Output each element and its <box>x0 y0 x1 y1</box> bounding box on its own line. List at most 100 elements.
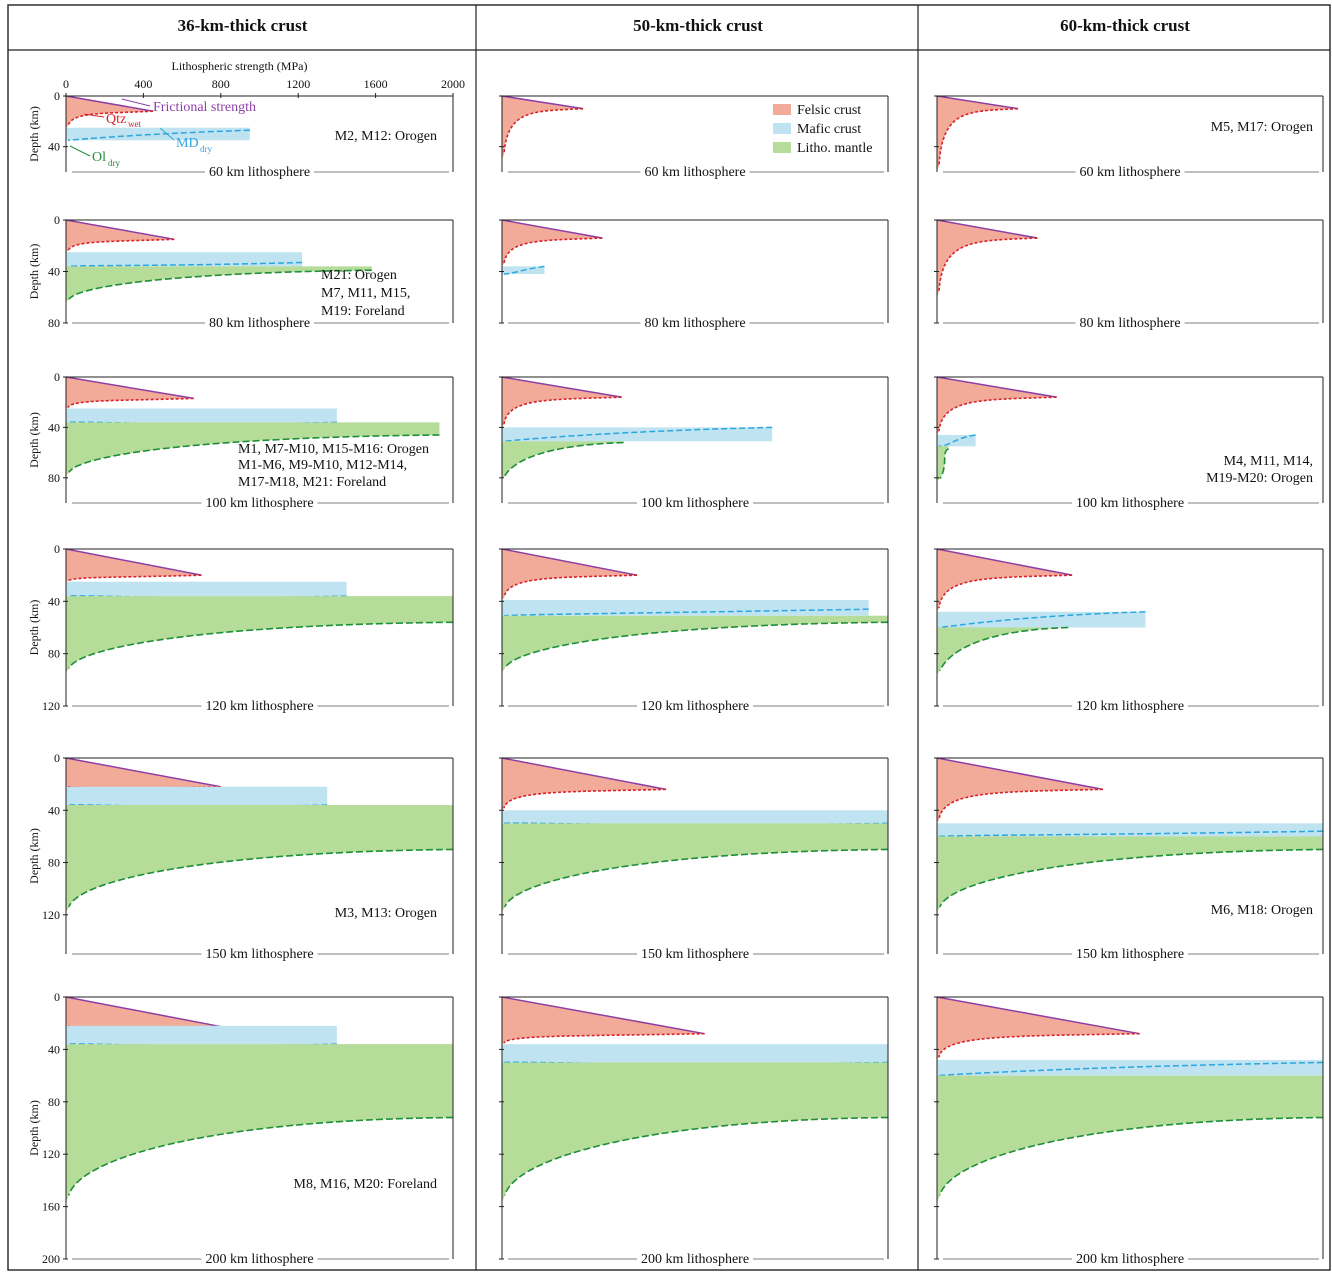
panel-36km-row1: 0 40 Depth (km) 60 km lithosphere M2, M12: O… <box>27 89 454 180</box>
frictional-strength-line <box>65 219 175 241</box>
y-axis-title: Depth (km) <box>27 412 41 468</box>
panel-36km-row4: 0 40 80 120 Depth (km) 120 km lithosphere <box>27 542 454 714</box>
panel-50km-row3: 100 km lithosphere <box>499 376 889 511</box>
md-pointer <box>159 127 175 141</box>
label-bg <box>1071 1252 1189 1267</box>
md-dry-curve <box>503 608 869 617</box>
md-dry-curve <box>938 611 1146 629</box>
lithosphere-label: 120 km lithosphere <box>641 699 749 714</box>
lithospheric-mantle-area <box>502 441 624 479</box>
column-header-60km: 60-km-thick crust <box>1060 16 1190 35</box>
felsic-crust-area <box>66 377 194 409</box>
label-bg <box>640 316 750 331</box>
model-note: M2, M12: Orogen <box>335 129 437 144</box>
md-dry-curve <box>67 129 250 142</box>
md-dry-curve <box>938 830 1324 838</box>
model-note: M6, M18: Orogen <box>1211 903 1313 918</box>
lithosphere-label: 100 km lithosphere <box>1076 496 1184 511</box>
model-note: M19: Foreland <box>321 304 405 319</box>
panel-60km-row2: 80 km lithosphere <box>934 219 1324 331</box>
y-tick-label: 0 <box>54 990 60 1004</box>
panel-36km-row2: 0 40 80 Depth (km) 80 km lithosphere M21: Oro… <box>27 213 454 331</box>
felsic-crust-area <box>502 96 584 160</box>
lithosphere-label: 200 km lithosphere <box>641 1252 749 1267</box>
mafic-crust-area <box>502 427 773 442</box>
y-tick-label: 40 <box>48 140 60 154</box>
label-bg <box>1075 316 1185 331</box>
lithosphere-label: 200 km lithosphere <box>1076 1252 1184 1267</box>
x-tick-label: 0 <box>63 77 69 91</box>
frictional-strength-line <box>65 548 202 576</box>
panel-50km-row4: 120 km lithosphere <box>499 548 889 714</box>
y-axis-title: Depth (km) <box>27 1100 41 1156</box>
lithosphere-label: 80 km lithosphere <box>1079 316 1180 331</box>
label-bg <box>1071 947 1189 962</box>
frictional-strength-line <box>501 996 705 1035</box>
mafic-crust-area <box>502 1044 888 1063</box>
mafic-crust-area <box>66 581 347 597</box>
md-label: MD <box>176 136 199 151</box>
frictional-strength-line <box>501 548 638 576</box>
label-bg <box>201 1252 318 1267</box>
mafic-crust-area <box>66 252 303 267</box>
y-axis-title: Depth (km) <box>27 244 41 300</box>
y-tick-label: 120 <box>42 1147 60 1161</box>
panel-36km-row5: 0 40 80 120 Depth (km) 150 km lithosphere M3, … <box>27 751 454 962</box>
md-dry-curve <box>938 1061 1324 1077</box>
legend-label: Mafic crust <box>797 122 861 137</box>
ol-dry-curve <box>68 269 372 300</box>
panel-50km-row5: 150 km lithosphere <box>499 757 889 962</box>
model-note: M19-M20: Orogen <box>1206 471 1313 486</box>
y-tick-label: 0 <box>54 89 60 103</box>
qtz-wet-curve <box>67 574 202 582</box>
y-tick-label: 80 <box>48 316 60 330</box>
lithosphere-label: 120 km lithosphere <box>205 699 313 714</box>
y-tick-label: 160 <box>42 1200 60 1214</box>
label-bg <box>201 699 318 714</box>
qtz-wet-curve <box>503 396 622 425</box>
y-tick-label: 200 <box>42 1252 60 1266</box>
mafic-crust-area <box>502 810 888 824</box>
y-tick-label: 0 <box>54 370 60 384</box>
felsic-crust-area <box>502 377 622 428</box>
frictional-strength-line <box>936 757 1104 791</box>
label-bg <box>636 1252 754 1267</box>
label-bg <box>1071 496 1189 511</box>
column-header-50km: 50-km-thick crust <box>633 16 763 35</box>
frictional-strength-line <box>65 376 194 400</box>
frictional-strength-line <box>65 95 154 112</box>
lithosphere-label: 150 km lithosphere <box>205 947 313 962</box>
ol-pointer <box>69 145 91 157</box>
y-tick-label: 0 <box>54 751 60 765</box>
mafic-crust-area <box>66 1025 337 1045</box>
y-axis-title: Depth (km) <box>27 106 41 162</box>
ol-dry-curve <box>939 848 1324 908</box>
model-note: M7, M11, M15, <box>321 286 410 301</box>
x-axis-title: Lithospheric strength (MPa) <box>172 59 308 73</box>
frictional-strength-line <box>936 996 1140 1035</box>
frictional-strength-line <box>936 95 1019 110</box>
label-bg <box>1071 699 1189 714</box>
frictional-strength-line <box>936 376 1057 398</box>
lithosphere-label: 120 km lithosphere <box>1076 699 1184 714</box>
x-tick-label: 1200 <box>286 77 310 91</box>
felsic-crust-area <box>502 997 705 1045</box>
model-note: M1-M6, M9-M10, M12-M14, <box>238 458 407 473</box>
frictional-strength-line <box>936 548 1073 576</box>
felsic-crust-area <box>937 549 1073 612</box>
qtz-wet-curve <box>67 397 194 409</box>
mafic-crust-area <box>937 611 1146 628</box>
qtz-wet-curve <box>503 107 584 155</box>
label-bg <box>636 947 754 962</box>
frictional-strength-line <box>65 757 221 788</box>
y-tick-label: 40 <box>48 420 60 434</box>
lithospheric-mantle-area <box>66 596 453 673</box>
qtz-wet-curve <box>67 238 175 252</box>
y-tick-label: 120 <box>42 908 60 922</box>
ol-dry-curve <box>68 434 440 473</box>
panel-50km-row1: 60 km lithosphere <box>499 95 889 180</box>
qtz-wet-curve <box>503 788 667 809</box>
lithospheric-mantle-area <box>937 836 1323 913</box>
md-dry-curve <box>938 434 976 448</box>
